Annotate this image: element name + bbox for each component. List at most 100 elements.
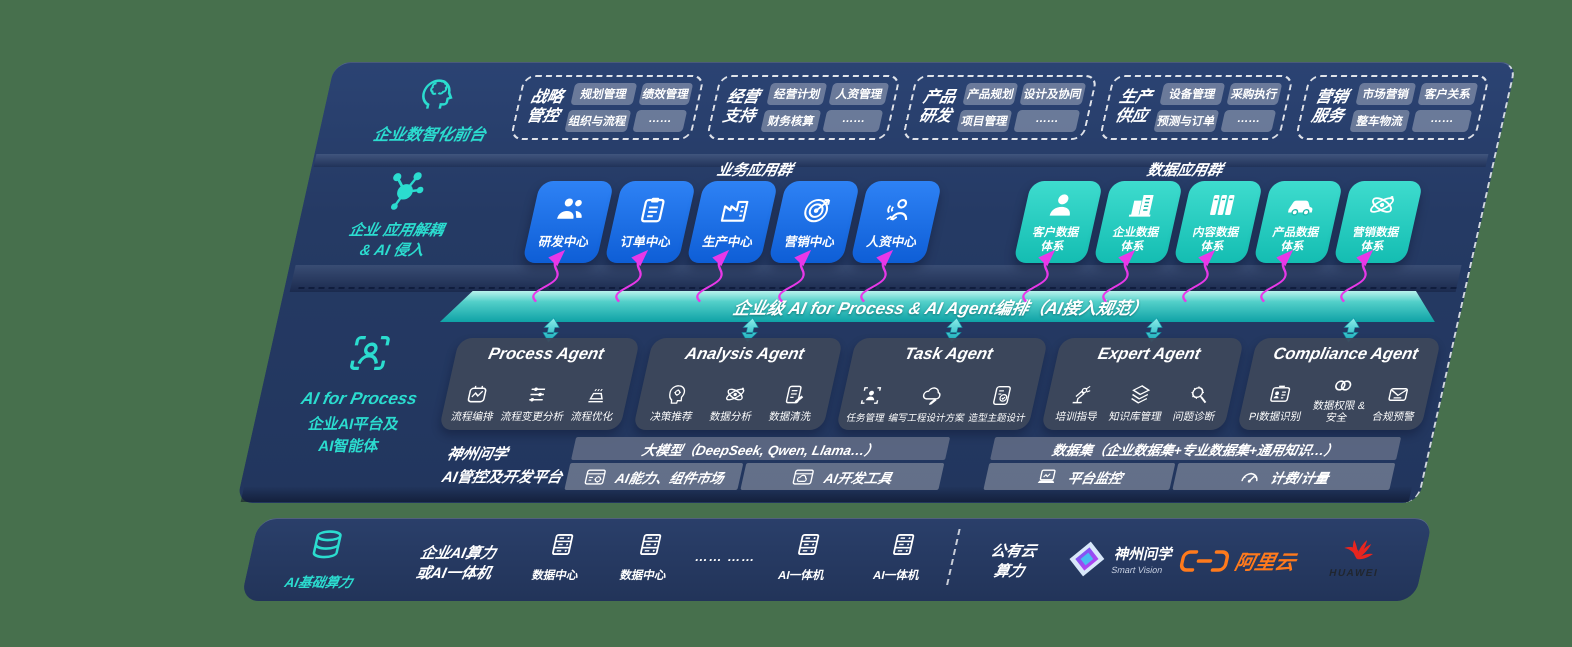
- id-card-icon: [1266, 383, 1294, 406]
- app-box-marketing-center: 营销中心: [768, 181, 861, 263]
- capability-pill: 采购执行: [1226, 83, 1283, 105]
- car-icon: [1284, 190, 1321, 220]
- books-icon: [1204, 190, 1241, 220]
- factory-icon: [717, 195, 754, 225]
- atom-icon: [722, 383, 750, 406]
- clipboard-icon: [635, 195, 672, 225]
- llm-bar: 大模型（DeepSeek, Qwen, Llama…）: [571, 437, 951, 460]
- people-icon: [553, 195, 590, 225]
- head-gear-icon: [662, 383, 690, 406]
- capability-pill: ……: [1411, 110, 1473, 132]
- app-box-production-center: 生产中心: [686, 181, 779, 263]
- scan-person-icon: [856, 384, 884, 407]
- compliance-agent-card: Compliance Agent PI数据识别 数据权限 & 安全 合规预警: [1236, 338, 1442, 430]
- data-box-enterprise: 企业数据 体系: [1093, 181, 1184, 263]
- layer-step-divider: [313, 154, 1489, 167]
- server-icon: [546, 531, 579, 558]
- alibaba-cloud-logo: 阿里云: [1176, 546, 1298, 575]
- platform-label: 神州问学 AI管控及开发平台: [440, 446, 564, 487]
- capability-pill: 客户关系: [1417, 83, 1479, 105]
- building-icon: [1124, 190, 1161, 220]
- task-agent-card: Task Agent 任务管理 编写工程设计方案 造型主题设计: [835, 338, 1049, 430]
- capability-pill: 绩效管理: [637, 83, 694, 105]
- model-platform-group: 大模型（DeepSeek, Qwen, Llama…） AI能力、组件市场 AI…: [564, 437, 951, 490]
- capability-pill: 人资管理: [828, 83, 890, 105]
- dataset-platform-group: 数据集（企业数据集+专业数据集+通用知识…） 平台监控 计费/计量: [983, 437, 1402, 490]
- document-pen-icon: [781, 383, 809, 406]
- group-strategy-control: 战略 管控 规划管理 绩效管理 组织与流程 ……: [509, 75, 706, 140]
- front-office-label: 企业数智化前台: [352, 70, 519, 145]
- database-icon: [306, 527, 348, 563]
- robot-arm-icon: [1067, 383, 1095, 406]
- enterprise-compute-label: 企业AI算力 或AI一体机: [414, 545, 498, 583]
- data-apps-title: 数据应用群: [1145, 162, 1225, 179]
- person-icon: [1044, 190, 1081, 220]
- cloud-pen-icon: [917, 384, 945, 407]
- capability-pill: 市场营销: [1355, 83, 1417, 105]
- capability-pill: 预测与订单: [1152, 110, 1220, 132]
- group-business-support: 经营 支持 经营计划 人资管理 财务核算 ……: [705, 75, 902, 140]
- public-cloud-label: 公有云 算力: [989, 543, 1038, 581]
- agent-layer-label: AI for Process 企业AI平台及 AI智能体: [269, 330, 452, 458]
- chart-box-icon: [463, 383, 491, 406]
- decouple-layer-label: 企业 应用解耦 & AI 侵入: [314, 166, 485, 262]
- brain-head-icon: [414, 70, 464, 114]
- ai-appliance-node: AI一体机: [852, 531, 950, 583]
- capability-pill: ……: [1220, 110, 1277, 132]
- capability-pill: 财务核算: [760, 110, 822, 132]
- group-product-rd: 产品 研发 产品规划 设计及协同 项目管理 ……: [901, 75, 1098, 140]
- front-office-title: 企业数智化前台: [371, 127, 488, 144]
- boundary-dashed-line: [298, 287, 1457, 289]
- capability-pill: 产品规划: [962, 83, 1019, 105]
- ai-tools-cell: AI开发工具: [740, 463, 945, 490]
- mail-alert-icon: [1384, 383, 1412, 406]
- smartvision-diamond-icon: [1064, 540, 1110, 578]
- gear-search-icon: [1185, 383, 1213, 406]
- process-agent-card: Process Agent 流程编排 流程变更分析 流程优化: [438, 338, 641, 430]
- layers-icon: [1126, 383, 1154, 406]
- laptop-chart-icon: [1034, 466, 1061, 488]
- server-icon: [887, 531, 920, 558]
- target-icon: [799, 195, 836, 225]
- smartvision-logo: 神州问学 Smart Vision: [1064, 540, 1176, 578]
- data-system-boxes: 客户数据 体系 企业数据 体系 内容数据 体系 产品数据 体系 营销数据 体系: [1013, 181, 1424, 263]
- atom-icon: [1364, 190, 1401, 220]
- datacenter-node: 数据中心: [511, 531, 609, 583]
- ai-orchestration-band: 企业级 AI for Process & AI Agent编排（AI接入规范）: [440, 291, 1442, 322]
- capability-pill: 组织与流程: [564, 110, 631, 132]
- ellipsis-separator: …… ……: [693, 549, 758, 564]
- huawei-flower-icon: [1338, 531, 1381, 561]
- capability-pill: 规划管理: [570, 83, 637, 105]
- front-office-groups: 战略 管控 规划管理 绩效管理 组织与流程 …… 经营 支持 经营计划 人资管理 财…: [509, 75, 1491, 140]
- capability-pill: 设计及协同: [1019, 83, 1086, 105]
- dataset-bar: 数据集（企业数据集+专业数据集+通用知识…）: [990, 437, 1402, 460]
- billing-cell: 计费/计量: [1172, 463, 1396, 490]
- server-icon: [792, 531, 825, 558]
- huawei-logo: HUAWEI: [1317, 531, 1398, 579]
- data-box-product: 产品数据 体系: [1253, 181, 1344, 263]
- architecture-diagram: 企业数智化前台 战略 管控 规划管理 绩效管理 组织与流程 …… 经营 支持 经营计…: [213, 62, 1518, 610]
- platform-monitor-cell: 平台监控: [983, 463, 1176, 490]
- infra-band: AI基础算力 企业AI算力 或AI一体机 数据中心 数据中心 …… …… AI一体…: [240, 518, 1434, 601]
- capability-pill: 整车物流: [1349, 110, 1411, 132]
- ai-appliance-node: AI一体机: [757, 531, 855, 583]
- capability-pill: 经营计划: [766, 83, 828, 105]
- analysis-agent-card: Analysis Agent 决策推荐 数据分析 数据清洗: [632, 338, 844, 430]
- expert-agent-card: Expert Agent 培训指导 知识库管理 问题诊断: [1040, 338, 1245, 430]
- ai-market-cell: AI能力、组件市场: [564, 463, 744, 490]
- molecule-icon: [378, 166, 433, 214]
- sliders-icon: [523, 383, 551, 406]
- data-box-content: 内容数据 体系: [1173, 181, 1264, 263]
- tablet-check-icon: [988, 384, 1016, 407]
- person-frame-icon: [341, 330, 397, 376]
- team-icon: [881, 195, 918, 225]
- capability-pill: 项目管理: [956, 110, 1013, 132]
- capability-pill: ……: [631, 110, 688, 132]
- group-marketing-service: 营销 服务 市场营销 客户关系 整车物流 ……: [1294, 75, 1491, 140]
- infra-label: AI基础算力: [271, 527, 377, 591]
- capability-pill: 设备管理: [1159, 83, 1226, 105]
- chain-link-icon: [1330, 374, 1358, 397]
- machine-icon: [583, 383, 611, 406]
- agent-cards: Process Agent 流程编排 流程变更分析 流程优化 Analysis …: [438, 338, 1442, 430]
